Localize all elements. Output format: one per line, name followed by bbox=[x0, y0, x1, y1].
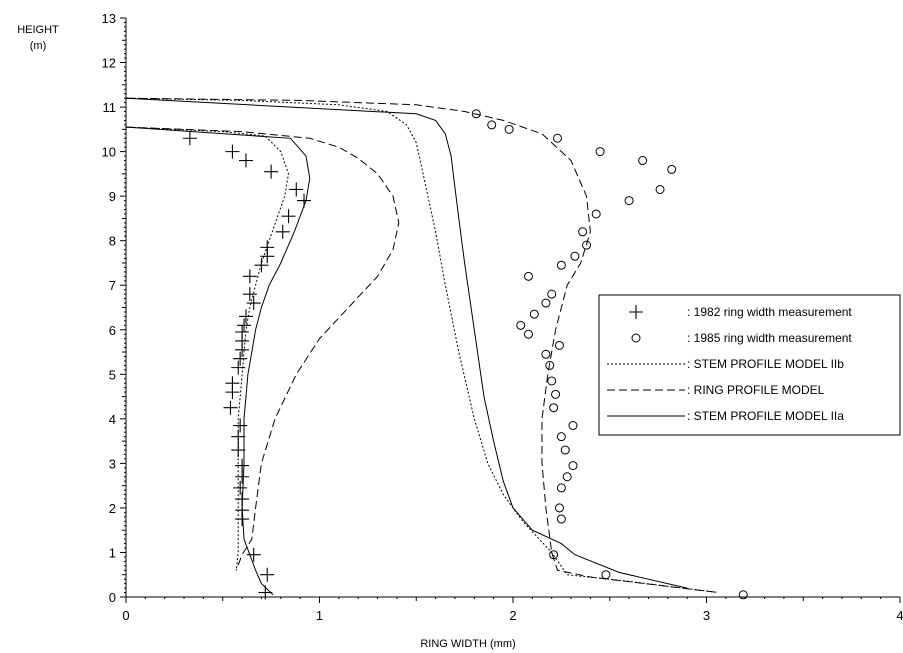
plus-point bbox=[233, 418, 248, 433]
plus-point bbox=[238, 153, 253, 168]
circle-point bbox=[547, 289, 557, 299]
circle-point bbox=[551, 389, 561, 399]
circle-point bbox=[523, 329, 533, 339]
legend: : 1982 ring width measurement : 1985 ring… bbox=[598, 294, 901, 436]
series-layer bbox=[125, 97, 748, 600]
y-tick-label: 3 bbox=[109, 456, 116, 471]
plus-point bbox=[235, 469, 250, 484]
y-tick-label: 2 bbox=[109, 501, 116, 516]
circle-point bbox=[638, 156, 648, 166]
circle-point bbox=[504, 124, 514, 134]
circle-point bbox=[516, 320, 526, 330]
circle-point bbox=[554, 340, 564, 350]
y-tick-label: 11 bbox=[103, 100, 117, 115]
plus-point bbox=[238, 309, 253, 324]
legend-label: : 1985 ring width measurement bbox=[687, 331, 852, 345]
plus-point bbox=[225, 385, 240, 400]
plus-point bbox=[182, 131, 197, 146]
circle-point bbox=[601, 570, 611, 580]
plus-point bbox=[275, 224, 290, 239]
y-tick-label: 6 bbox=[109, 323, 116, 338]
series-line bbox=[125, 126, 290, 571]
circle-point bbox=[556, 514, 566, 524]
legend-box bbox=[598, 294, 901, 436]
y-tick-label: 13 bbox=[102, 11, 116, 26]
circle-point bbox=[541, 298, 551, 308]
plus-point bbox=[235, 342, 250, 357]
circle-point bbox=[556, 483, 566, 493]
plus-point bbox=[237, 318, 252, 333]
circle-point bbox=[549, 403, 559, 413]
plus-point bbox=[233, 351, 248, 366]
circle-point bbox=[667, 164, 677, 174]
series-line bbox=[125, 97, 719, 593]
plus-point bbox=[264, 164, 279, 179]
plus-point bbox=[254, 258, 269, 273]
plus-point bbox=[246, 547, 261, 562]
circle-point bbox=[545, 360, 555, 370]
y-tick-label: 0 bbox=[109, 590, 116, 605]
y-axis-title-line2: (m) bbox=[30, 40, 47, 52]
series-line bbox=[125, 97, 719, 593]
circle-point bbox=[568, 421, 578, 431]
y-tick-label: 1 bbox=[109, 545, 116, 560]
y-axis-title-line1: HEIGHT bbox=[17, 24, 59, 36]
legend-label: : RING PROFILE MODEL bbox=[687, 383, 825, 397]
x-tick-label: 3 bbox=[703, 608, 710, 623]
plus-point bbox=[281, 209, 296, 224]
x-tick-label: 4 bbox=[896, 608, 903, 623]
circle-point bbox=[541, 349, 551, 359]
circle-point bbox=[591, 209, 601, 219]
y-tick-label: 10 bbox=[102, 145, 116, 160]
y-tick-label: 5 bbox=[109, 367, 116, 382]
circle-point bbox=[624, 196, 634, 206]
series-line bbox=[125, 126, 311, 596]
circle-point bbox=[554, 503, 564, 513]
circle-point bbox=[655, 184, 665, 194]
plus-point bbox=[246, 296, 261, 311]
circle-point bbox=[578, 227, 588, 237]
series-line bbox=[125, 97, 688, 589]
legend-label: : STEM PROFILE MODEL IIb bbox=[687, 357, 844, 371]
circle-point bbox=[553, 133, 563, 143]
legend-plus-marker bbox=[629, 305, 643, 319]
circle-point bbox=[556, 260, 566, 270]
circle-point bbox=[556, 432, 566, 442]
circle-point bbox=[471, 109, 481, 119]
y-tick-label: 9 bbox=[109, 189, 116, 204]
circle-point bbox=[568, 461, 578, 471]
plus-point bbox=[225, 144, 240, 159]
circle-point bbox=[560, 445, 570, 455]
plus-point bbox=[242, 269, 257, 284]
y-tick-label: 4 bbox=[109, 412, 116, 427]
x-tick-label: 0 bbox=[122, 608, 129, 623]
circle-point bbox=[523, 271, 533, 281]
plus-point bbox=[289, 182, 304, 197]
circle-point bbox=[582, 240, 592, 250]
plus-point bbox=[260, 567, 275, 582]
y-tick-label: 8 bbox=[109, 234, 116, 249]
circle-point bbox=[595, 147, 605, 157]
circle-point bbox=[529, 309, 539, 319]
series-line bbox=[125, 126, 400, 571]
x-tick-label: 2 bbox=[509, 608, 516, 623]
y-tick-label: 7 bbox=[109, 278, 116, 293]
legend-label: : STEM PROFILE MODEL IIa bbox=[687, 409, 844, 423]
circle-point bbox=[547, 376, 557, 386]
circle-point bbox=[562, 472, 572, 482]
circle-point bbox=[738, 590, 748, 600]
circle-point bbox=[570, 251, 580, 261]
plus-point bbox=[242, 287, 257, 302]
legend-circle-marker bbox=[631, 333, 641, 343]
x-tick-label: 1 bbox=[316, 608, 323, 623]
plus-point bbox=[233, 480, 248, 495]
circle-point bbox=[487, 120, 497, 130]
legend-label: : 1982 ring width measurement bbox=[687, 305, 852, 319]
plus-point bbox=[223, 400, 238, 415]
x-axis-title: RING WIDTH (mm) bbox=[420, 638, 515, 650]
y-tick-label: 12 bbox=[102, 56, 116, 71]
plus-point bbox=[260, 249, 275, 264]
